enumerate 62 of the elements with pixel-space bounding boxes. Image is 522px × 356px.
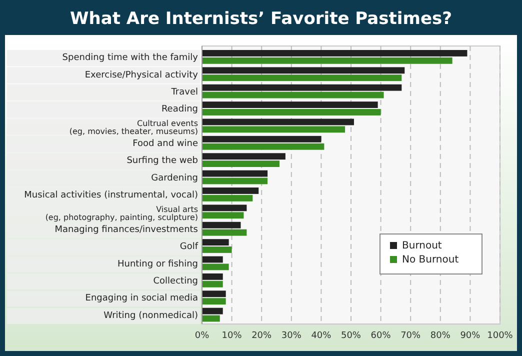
bar	[202, 126, 346, 133]
bar	[202, 273, 223, 280]
x-tick-label: 80%	[430, 331, 451, 341]
bar	[202, 280, 223, 288]
y-tick-label: Collecting	[153, 276, 198, 287]
x-tick-label: 30%	[281, 331, 302, 341]
x-tick-label: 50%	[340, 331, 362, 341]
y-tick-label: Visual arts (eg, photography, painting, sculpture)	[45, 204, 198, 222]
bar	[202, 143, 324, 150]
y-tick-label: Hunting or fishing	[117, 259, 198, 270]
bar	[202, 194, 253, 202]
y-tick-label: Food and wine	[132, 139, 198, 150]
y-tick-label: Cultrual events (eg, movies, theater, museums)	[69, 118, 198, 136]
x-tick-label: 40%	[311, 331, 332, 341]
x-tick-label: 70%	[400, 331, 422, 341]
y-tick-label: Engaging in social media	[85, 294, 198, 304]
chart-title: What Are Internists’ Favorite Pastimes?	[70, 9, 452, 29]
x-tick-label: 20%	[252, 331, 272, 341]
y-tick-label: Exercise/Physical activity	[84, 70, 199, 80]
bar	[202, 256, 223, 263]
bar	[202, 188, 259, 194]
bar	[202, 212, 244, 219]
bar	[202, 57, 452, 64]
bar	[202, 264, 229, 270]
bar	[202, 160, 280, 167]
y-tick-label: Golf	[180, 242, 199, 252]
x-tick-label: 90%	[460, 331, 481, 341]
y-tick-label: Managing finances/investments	[54, 224, 198, 235]
bar	[202, 109, 381, 116]
bar	[202, 84, 402, 91]
x-tick-label: 10%	[222, 331, 242, 341]
bar	[202, 136, 322, 142]
bar	[202, 92, 384, 98]
bar	[202, 67, 405, 74]
bar	[202, 290, 226, 298]
bar	[202, 308, 223, 314]
y-tick-label: Reading	[161, 104, 198, 115]
y-tick-label: Spending time with the family	[62, 53, 199, 64]
y-tick-label: Surfing the web	[126, 156, 198, 166]
x-tick-label: 100%	[487, 331, 514, 341]
bar	[202, 50, 468, 56]
bar	[202, 298, 226, 305]
x-tick-label: 60%	[370, 331, 392, 341]
y-tick-label: Writing (nonmedical)	[104, 310, 198, 321]
bar	[202, 239, 229, 246]
legend-label: No Burnout	[402, 254, 459, 266]
bar	[202, 170, 268, 177]
bar	[202, 153, 286, 160]
bar	[202, 204, 247, 212]
bar	[202, 74, 402, 82]
bar	[202, 222, 241, 228]
bar	[202, 315, 220, 322]
legend-label: Burnout	[402, 240, 442, 252]
bar	[202, 229, 247, 236]
bar	[202, 178, 268, 184]
y-tick-label: Travel	[170, 87, 198, 98]
y-tick-label: Gardening	[151, 173, 198, 184]
bar	[202, 246, 232, 253]
y-tick-label: Musical activities (instrumental, vocal)	[24, 190, 198, 201]
bar	[202, 102, 378, 108]
x-tick-label: 0%	[194, 331, 210, 341]
bar	[202, 118, 354, 126]
